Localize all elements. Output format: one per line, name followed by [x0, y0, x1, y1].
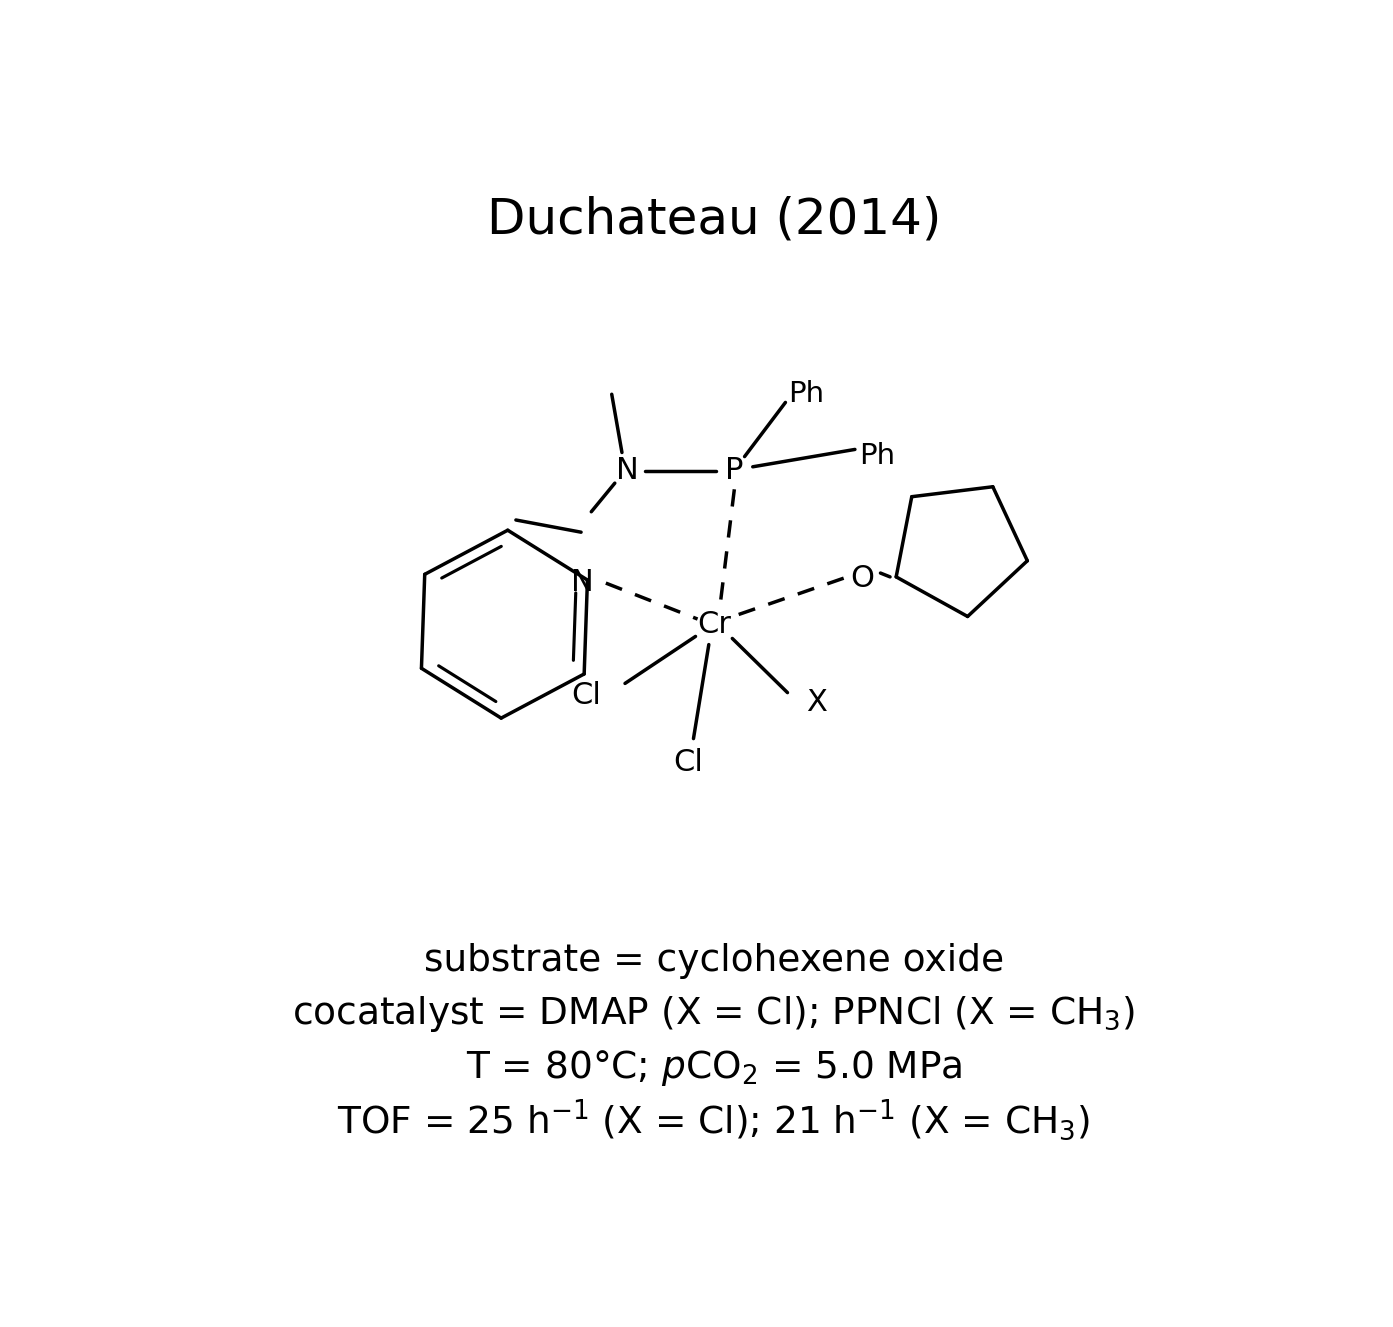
Text: Cl: Cl	[571, 681, 602, 710]
Text: T = 80°C; $p$CO$_2$ = 5.0 MPa: T = 80°C; $p$CO$_2$ = 5.0 MPa	[465, 1047, 963, 1088]
Text: X: X	[805, 689, 826, 718]
Text: O: O	[850, 564, 873, 593]
Text: P: P	[726, 456, 744, 486]
Text: Cr: Cr	[696, 609, 731, 638]
Text: TOF = 25 h$^{-1}$ (X = Cl); 21 h$^{-1}$ (X = CH$_3$): TOF = 25 h$^{-1}$ (X = Cl); 21 h$^{-1}$ …	[337, 1097, 1091, 1144]
Text: N: N	[571, 568, 593, 597]
Text: Ph: Ph	[788, 381, 823, 409]
Text: substrate = cyclohexene oxide: substrate = cyclohexene oxide	[423, 943, 1004, 979]
Text: cocatalyst = DMAP (X = Cl); PPNCl (X = CH$_3$): cocatalyst = DMAP (X = Cl); PPNCl (X = C…	[293, 994, 1135, 1035]
Text: Ph: Ph	[859, 442, 896, 470]
Text: Duchateau (2014): Duchateau (2014)	[486, 195, 942, 243]
Text: N: N	[616, 456, 638, 486]
Text: Cl: Cl	[673, 747, 703, 776]
